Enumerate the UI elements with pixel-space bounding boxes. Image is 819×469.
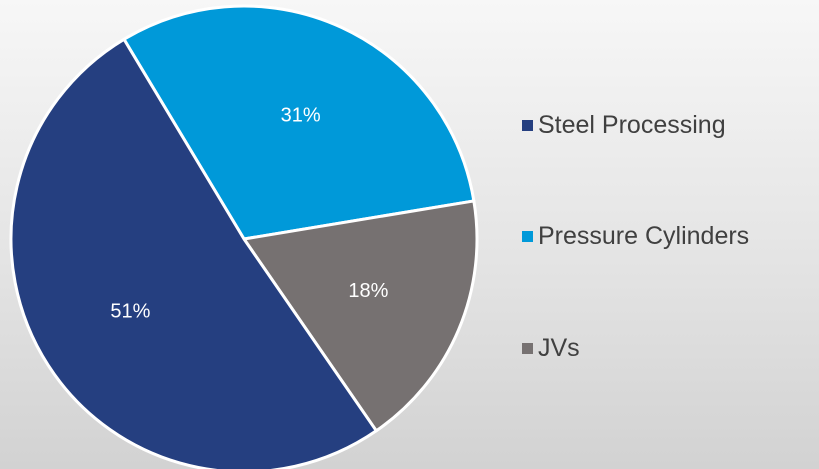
legend-item-steel-processing: Steel Processing (522, 110, 726, 140)
legend-label-pressure-cylinders: Pressure Cylinders (538, 222, 750, 250)
data-label-steel-processing: 51% (110, 300, 150, 322)
pie-slice-pressure-cylinders (122, 4, 476, 241)
legend-swatch-jvs (522, 342, 533, 354)
legend-swatch-pressure-cylinders (522, 230, 533, 242)
legend-label-jvs: JVs (538, 334, 580, 362)
data-label-pressure-cylinders: 31% (281, 105, 321, 127)
pie-slice-jvs (242, 199, 479, 433)
legend-item-pressure-cylinders: Pressure Cylinders (522, 221, 749, 251)
pie-slice-steel-processing (9, 37, 378, 469)
data-label-jvs: 18% (348, 280, 388, 302)
legend-swatch-steel-processing (522, 119, 533, 131)
legend-label-steel-processing: Steel Processing (538, 111, 726, 139)
legend-item-jvs: JVs (522, 333, 580, 363)
